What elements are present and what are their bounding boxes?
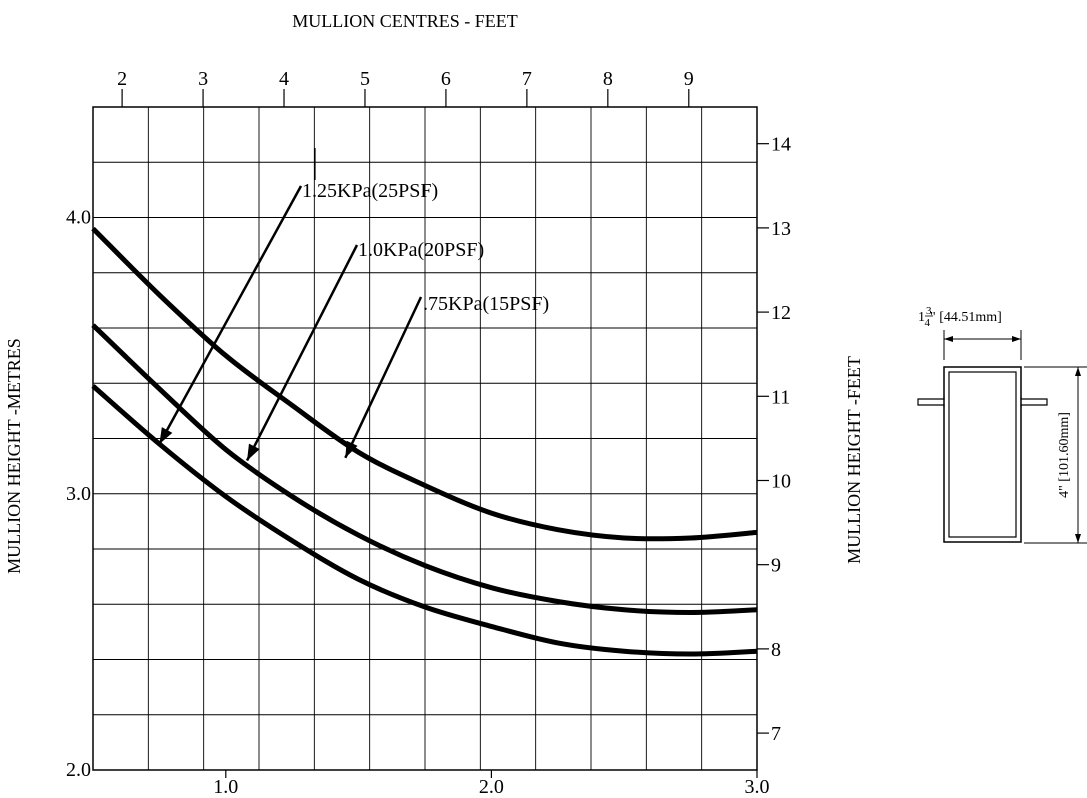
x-top-tick-label: 2 <box>117 68 127 90</box>
curve-label: 1.25KPa(25PSF) <box>302 180 438 202</box>
leader-line <box>245 244 359 462</box>
x-bottom-tick-label: 3.0 <box>745 776 770 798</box>
y-right-tick-label: 8 <box>771 639 781 661</box>
mullion-section-detail: 13 4" [44.51mm] 4" [101.60mm] <box>917 305 1087 544</box>
leader-arrowhead <box>345 440 358 458</box>
y-right-tick-label: 14 <box>771 134 791 156</box>
curve-series-1 <box>91 226 758 542</box>
section-outer-tube <box>943 366 1022 543</box>
y-left-tick-label: 3.0 <box>66 483 91 505</box>
x-top-tick-label: 8 <box>603 68 613 90</box>
x-top-tick-label: 6 <box>441 68 451 90</box>
x-top-tick-label: 5 <box>360 68 370 90</box>
chart-grid <box>93 107 757 770</box>
leader-arrowhead <box>159 427 173 445</box>
leader-arrowhead <box>247 443 260 461</box>
section-left-flange <box>917 397 945 407</box>
section-width-label: 13 4" [44.51mm] <box>918 305 1002 329</box>
y-right-tick-label: 10 <box>771 470 791 492</box>
y-left-tick-label: 4.0 <box>66 207 91 229</box>
curve-label: .75KPa(15PSF) <box>423 293 549 315</box>
curve-series-3 <box>91 384 758 657</box>
y-right-tick-label: 13 <box>771 218 791 240</box>
height-dim-arrow-top <box>1075 367 1081 376</box>
tick-layer: 2 3 4 5 6 7 8 9 1.0 2.0 3.0 2.0 3.0 4.0 7 8 9 10 11 12 13 14 <box>66 68 791 798</box>
y-left-tick-label: 2.0 <box>66 759 91 781</box>
curve-series-2 <box>91 323 758 616</box>
y-right-tick-label: 12 <box>771 302 791 324</box>
x-top-tick-label: 3 <box>198 68 208 90</box>
width-dim-arrow-right <box>1012 336 1021 342</box>
x-bottom-tick-label: 1.0 <box>213 776 238 798</box>
plot-frame <box>92 106 758 771</box>
x-top-tick-label: 9 <box>684 68 694 90</box>
y-right-tick-label: 9 <box>771 555 781 577</box>
x-bottom-tick-label: 2.0 <box>479 776 504 798</box>
y-right-tick-label: 11 <box>771 386 790 408</box>
section-inner-tube <box>948 371 1017 538</box>
section-height-label: 4" [101.60mm] <box>1057 412 1072 498</box>
x-top-tick-label: 7 <box>522 68 532 90</box>
annotations-layer: 1.25KPa(25PSF) 1.0KPa(20PSF) .75KPa(15PSF) <box>158 148 549 462</box>
leader-line <box>344 296 423 459</box>
y-right-axis-title: MULLION HEIGHT -FEET <box>844 356 864 564</box>
width-dim-arrow-left <box>944 336 953 342</box>
x-top-axis-title: MULLION CENTRES - FEET <box>292 11 517 31</box>
y-right-tick-label: 7 <box>771 723 781 745</box>
curve-label: 1.0KPa(20PSF) <box>358 239 484 261</box>
curves-layer <box>91 226 758 657</box>
height-dim-arrow-bottom <box>1075 534 1081 543</box>
section-right-flange <box>1020 397 1048 407</box>
leader-line <box>158 185 303 445</box>
x-top-tick-label: 4 <box>279 68 289 90</box>
y-left-axis-title: MULLION HEIGHT -METRES <box>4 338 24 574</box>
